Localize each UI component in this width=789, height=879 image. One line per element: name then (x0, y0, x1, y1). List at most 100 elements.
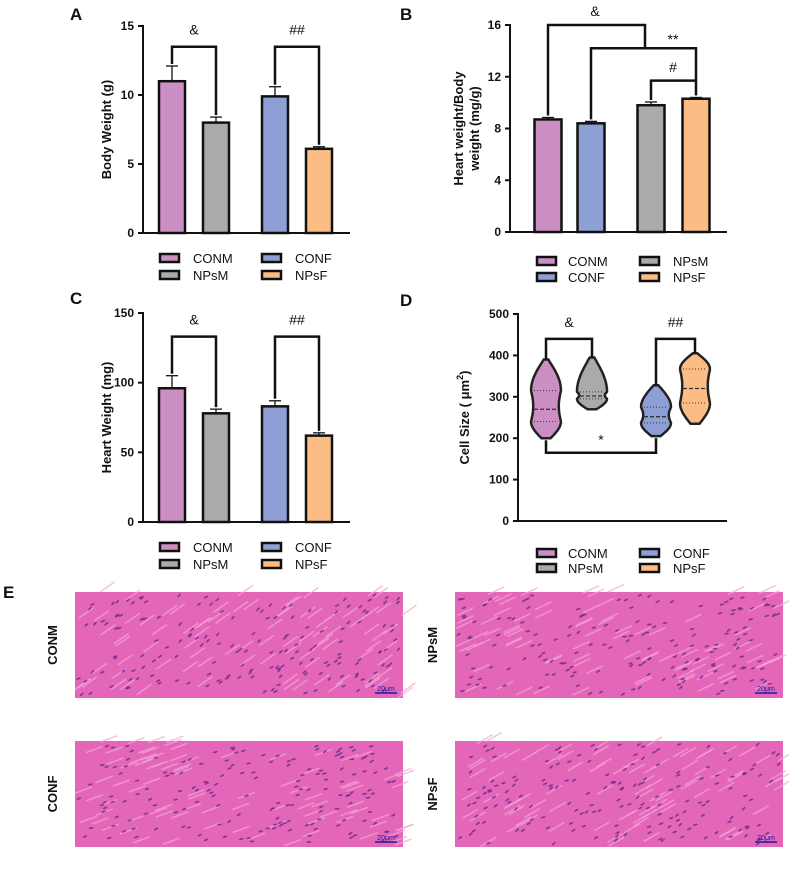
fiber (367, 584, 384, 597)
fiber (608, 836, 625, 847)
nucleus (131, 601, 135, 605)
y-tick-label: 4 (494, 173, 501, 187)
nucleus (705, 800, 710, 804)
y-axis-label-end: ) (457, 371, 472, 375)
nucleus (657, 813, 662, 816)
fiber (360, 832, 378, 840)
nucleus (275, 754, 280, 758)
y-tick-label: 200 (489, 431, 509, 445)
nucleus (104, 765, 110, 768)
nucleus (275, 801, 281, 805)
nucleus (652, 625, 657, 629)
nucleus (603, 786, 608, 790)
fiber (350, 806, 369, 815)
nucleus (763, 603, 769, 607)
fiber (105, 746, 123, 754)
nucleus (474, 814, 479, 818)
nucleus (278, 650, 283, 654)
nucleus (735, 646, 740, 650)
fiber (93, 610, 110, 622)
fiber (282, 635, 299, 648)
fiber (382, 623, 399, 635)
nucleus (669, 600, 675, 604)
y-tick-label: 15 (121, 19, 135, 33)
nucleus (655, 763, 661, 767)
fiber (132, 836, 150, 844)
nucleus (231, 615, 235, 620)
nucleus (177, 593, 181, 598)
fiber (774, 772, 789, 783)
histology-image-npsf: 20μm (455, 731, 789, 848)
fiber (124, 589, 141, 601)
fiber (212, 601, 229, 614)
nucleus (705, 765, 711, 769)
nucleus (710, 663, 716, 666)
legend-swatch (638, 255, 661, 267)
fiber (258, 634, 275, 647)
histology-image-conm: 20μm (74, 581, 417, 698)
fiber (549, 801, 566, 813)
nucleus (712, 647, 718, 650)
fiber (545, 784, 563, 796)
nucleus (569, 665, 574, 669)
fiber (322, 638, 338, 651)
fiber (340, 808, 358, 817)
nucleus (726, 628, 731, 632)
fiber (717, 670, 735, 680)
nucleus (682, 810, 687, 814)
fiber (573, 653, 591, 663)
fiber (770, 769, 787, 781)
violin-conm (529, 358, 563, 440)
fiber (606, 832, 624, 844)
fiber (79, 815, 98, 824)
fiber (81, 676, 98, 689)
y-axis-label: Body Weight (g) (99, 80, 114, 179)
nucleus (647, 623, 652, 626)
nucleus (760, 678, 765, 681)
nucleus (219, 610, 224, 614)
nucleus (567, 633, 572, 638)
nucleus (313, 827, 318, 831)
nucleus (340, 627, 345, 631)
nucleus (526, 822, 531, 825)
nucleus (337, 661, 342, 665)
nucleus (335, 750, 341, 753)
nucleus (748, 618, 753, 621)
nucleus (644, 631, 650, 634)
fiber (315, 616, 332, 629)
fiber (506, 822, 524, 833)
nucleus (640, 802, 645, 806)
fiber (529, 798, 547, 810)
fiber (586, 665, 604, 675)
fiber (696, 671, 714, 681)
nucleus (295, 649, 299, 654)
nucleus (598, 690, 604, 694)
fiber (183, 803, 202, 811)
fiber (197, 675, 213, 688)
nucleus (125, 757, 131, 761)
nucleus (730, 775, 735, 778)
nucleus (277, 668, 281, 673)
fiber (589, 762, 606, 773)
nucleus (101, 810, 106, 814)
legend-swatch (535, 547, 558, 559)
nucleus (278, 674, 283, 679)
nucleus (142, 617, 147, 621)
fiber (110, 678, 127, 691)
fiber (680, 779, 697, 791)
nucleus (676, 682, 682, 687)
nucleus (349, 836, 354, 839)
fiber (681, 648, 699, 658)
nucleus (345, 794, 350, 798)
nucleus (737, 606, 742, 610)
nucleus (487, 790, 493, 793)
fiber (306, 607, 323, 620)
nucleus (467, 635, 472, 639)
nucleus (154, 639, 159, 642)
fiber (396, 769, 415, 778)
fiber (357, 648, 374, 660)
fiber (745, 642, 763, 652)
nucleus (90, 670, 95, 674)
nucleus (504, 789, 509, 794)
nucleus (749, 606, 754, 610)
